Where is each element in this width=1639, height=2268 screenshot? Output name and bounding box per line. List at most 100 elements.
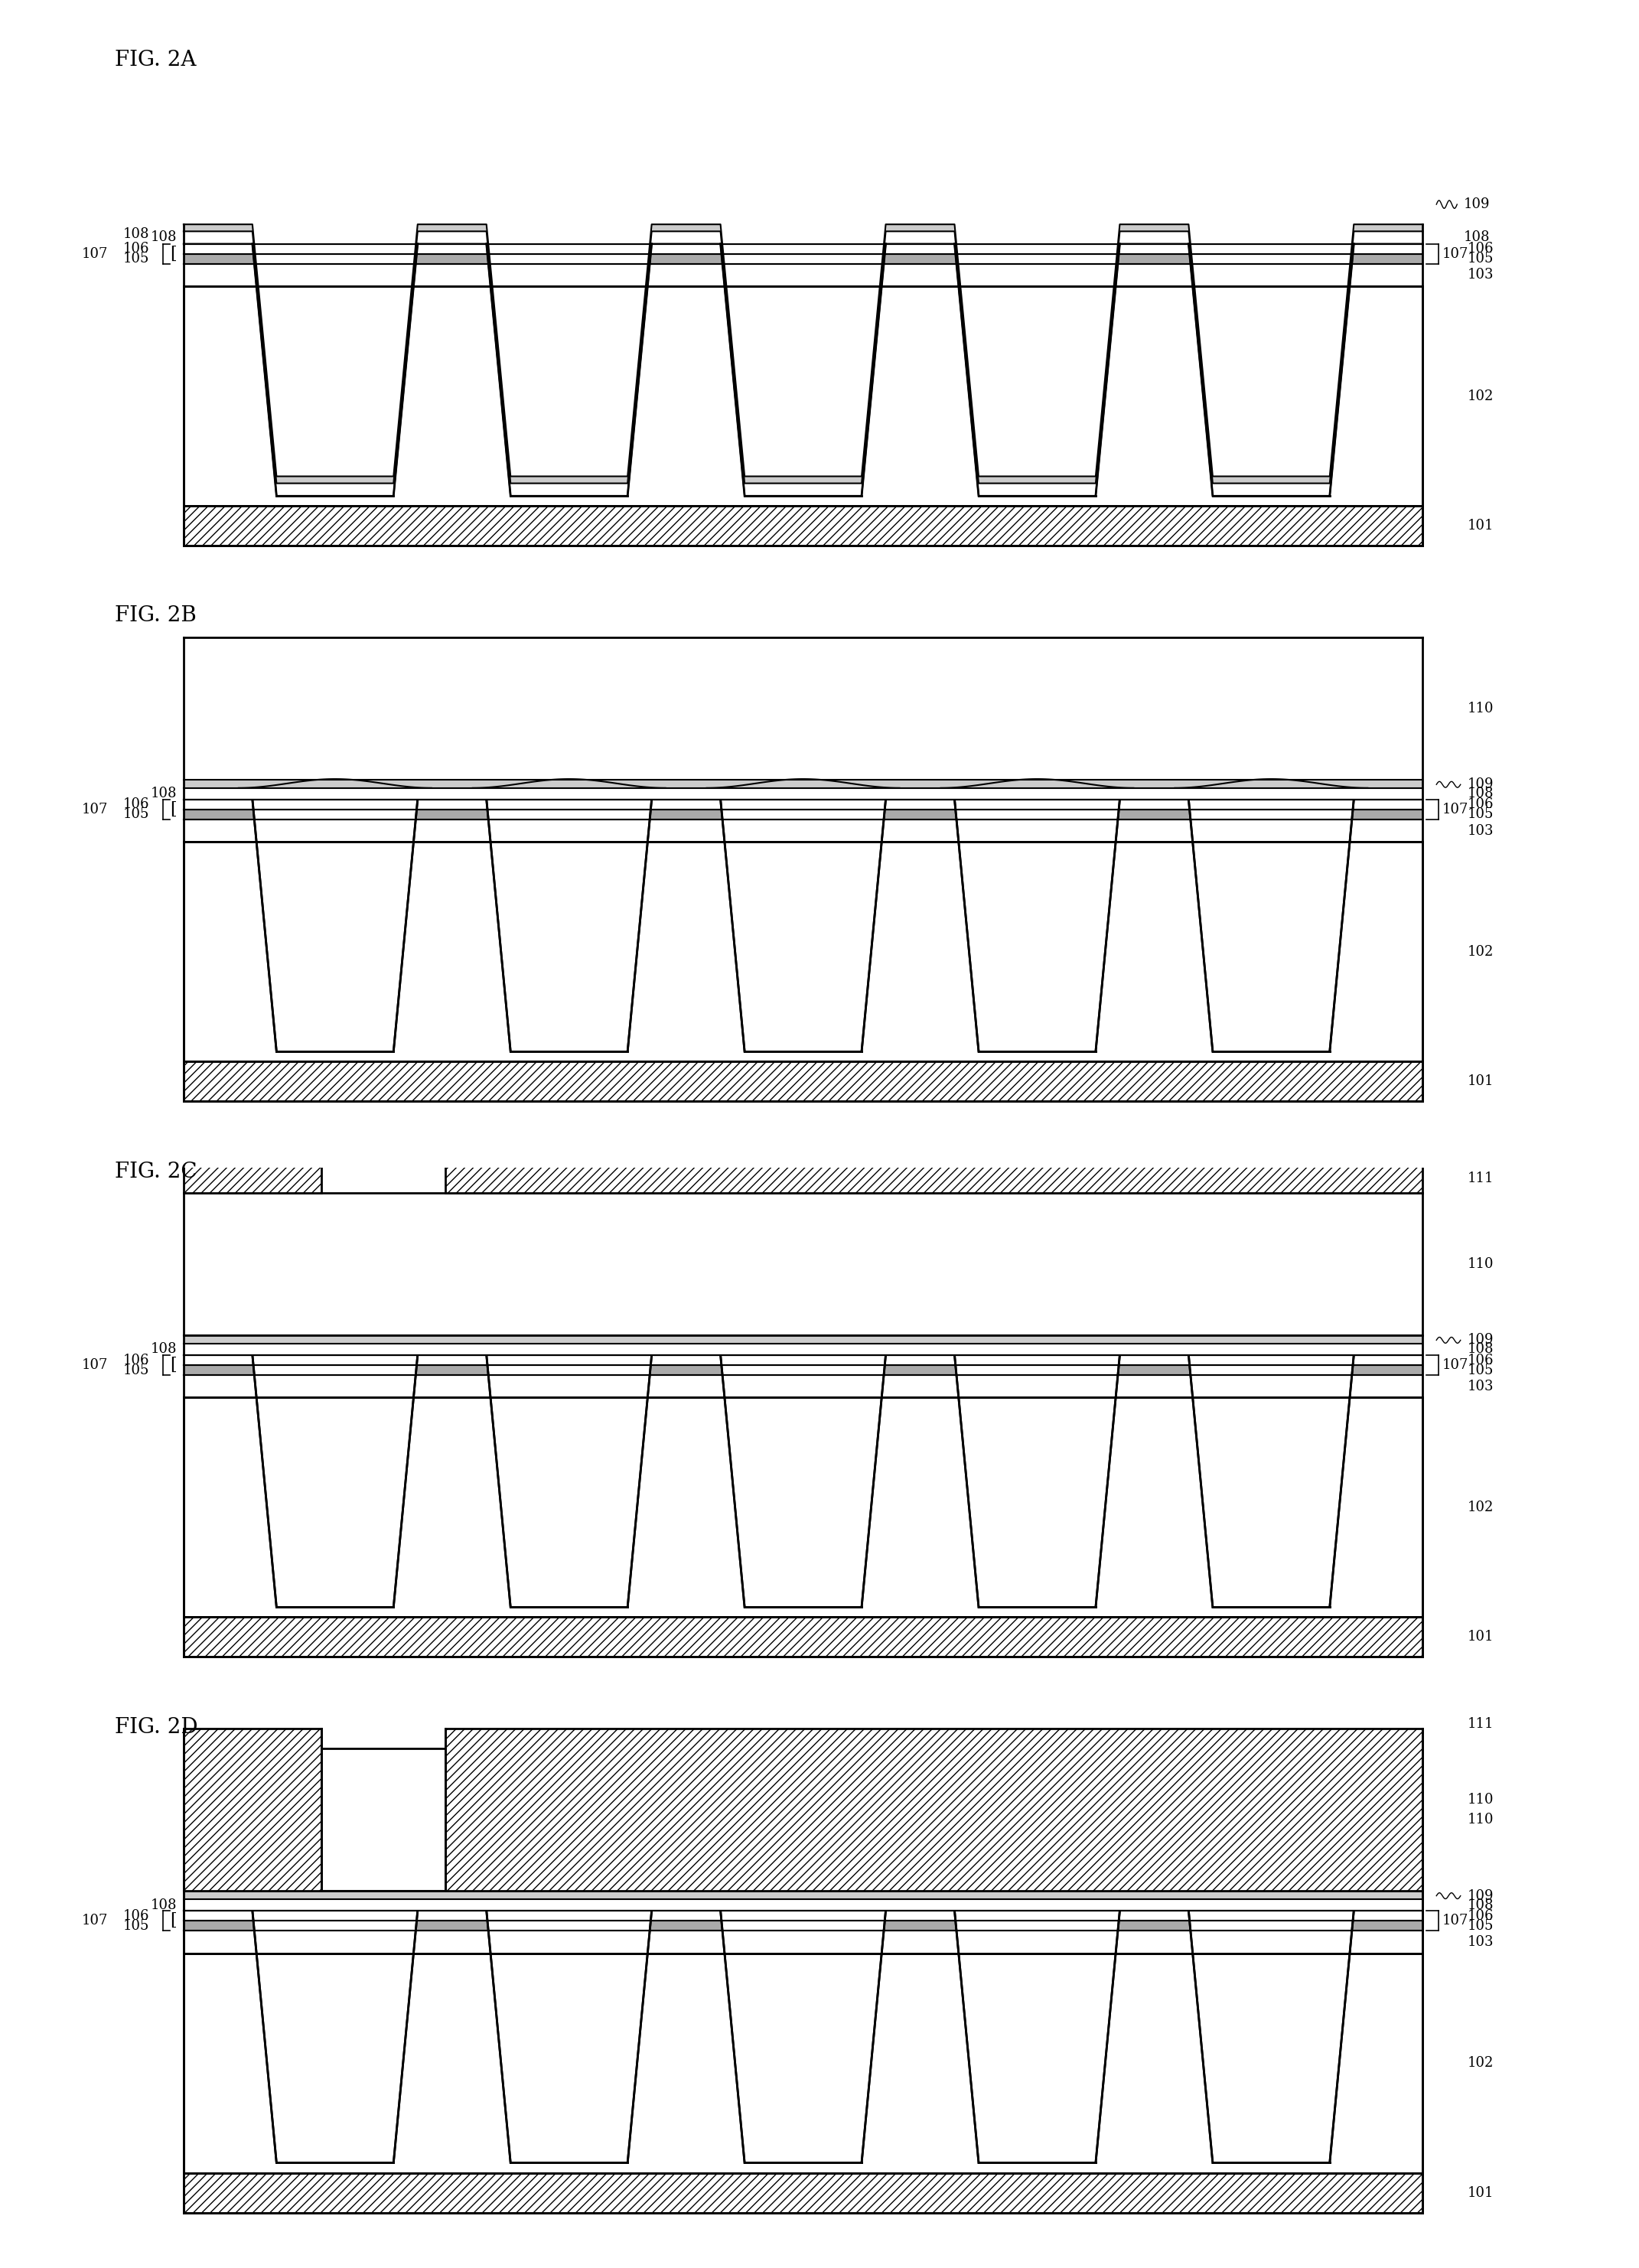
Text: 109: 109	[1467, 1889, 1493, 1903]
Polygon shape	[721, 1356, 885, 1608]
Bar	[184, 1343, 1423, 1356]
Text: FIG. 2D: FIG. 2D	[115, 1717, 198, 1737]
Text: 107: 107	[82, 247, 108, 261]
Text: 102: 102	[1467, 390, 1493, 404]
Text: 109: 109	[1467, 1334, 1493, 1347]
Bar	[184, 1910, 1423, 1921]
Polygon shape	[954, 801, 1119, 1052]
Text: 105: 105	[1467, 1363, 1493, 1377]
Text: 108: 108	[1464, 231, 1490, 245]
Text: 109: 109	[1467, 778, 1493, 792]
Text: FIG. 2B: FIG. 2B	[115, 606, 197, 626]
Text: 101: 101	[1467, 1631, 1493, 1644]
Text: 106: 106	[1467, 243, 1493, 256]
Text: 105: 105	[123, 807, 149, 821]
Polygon shape	[487, 245, 652, 497]
Text: 108: 108	[1467, 1343, 1493, 1356]
Bar	[446, 1163, 1423, 1193]
Bar	[184, 841, 1423, 1061]
Polygon shape	[1188, 1910, 1354, 2164]
Text: 106: 106	[123, 243, 149, 256]
Bar	[184, 1397, 1423, 1617]
Text: 105: 105	[1467, 807, 1493, 821]
Bar	[184, 1193, 1423, 1336]
Text: 109: 109	[1464, 197, 1490, 211]
Text: 105: 105	[1467, 1919, 1493, 1932]
Polygon shape	[1188, 1356, 1354, 1608]
Polygon shape	[721, 801, 885, 1052]
Bar	[446, 1728, 1423, 1892]
Text: [: [	[170, 1912, 177, 1930]
Text: 108: 108	[151, 1343, 177, 1356]
Bar	[184, 1930, 1423, 1953]
Bar	[184, 254, 1423, 263]
Text: 106: 106	[1467, 1354, 1493, 1368]
Bar	[184, 1898, 1423, 1910]
Bar	[184, 637, 1423, 780]
Text: 101: 101	[1467, 1075, 1493, 1089]
Text: 103: 103	[1467, 268, 1493, 281]
Polygon shape	[1188, 801, 1354, 1052]
Text: 110: 110	[1467, 1812, 1493, 1826]
Bar	[184, 1749, 1423, 1892]
Polygon shape	[252, 801, 418, 1052]
Bar	[184, 263, 1423, 286]
Text: 110: 110	[1467, 1256, 1493, 1270]
Text: [: [	[170, 1356, 177, 1374]
Text: [: [	[170, 801, 177, 819]
Polygon shape	[1188, 801, 1354, 1052]
Bar	[184, 2173, 1423, 2214]
Bar	[184, 1953, 1423, 2173]
Bar	[184, 1921, 1423, 1930]
Polygon shape	[1188, 1356, 1354, 1608]
Text: 108: 108	[151, 1898, 177, 1912]
Bar	[184, 801, 1423, 810]
Polygon shape	[487, 801, 652, 1052]
Text: 107: 107	[82, 1914, 108, 1928]
Text: 108: 108	[1467, 787, 1493, 801]
Polygon shape	[184, 225, 1423, 483]
Text: 102: 102	[1467, 2057, 1493, 2071]
Polygon shape	[487, 1356, 652, 1608]
Bar	[184, 1163, 321, 1193]
Bar	[184, 1365, 1423, 1374]
Text: FIG. 2C: FIG. 2C	[115, 1161, 197, 1182]
Text: 106: 106	[1467, 1910, 1493, 1923]
Polygon shape	[954, 1910, 1119, 2164]
Polygon shape	[954, 1356, 1119, 1608]
Text: 111: 111	[1467, 1170, 1493, 1184]
Polygon shape	[954, 1356, 1119, 1608]
Text: FIG. 2A: FIG. 2A	[115, 50, 197, 70]
Text: 106: 106	[123, 1354, 149, 1368]
Polygon shape	[1188, 245, 1354, 497]
Text: 108: 108	[1467, 1898, 1493, 1912]
Polygon shape	[721, 1910, 885, 2164]
Bar	[184, 819, 1423, 841]
Polygon shape	[487, 1356, 652, 1608]
Text: 105: 105	[1467, 252, 1493, 265]
Polygon shape	[954, 245, 1119, 497]
Bar	[184, 506, 1423, 547]
Polygon shape	[954, 801, 1119, 1052]
Text: 103: 103	[1467, 1379, 1493, 1393]
Polygon shape	[1188, 1910, 1354, 2164]
Bar	[184, 810, 1423, 819]
Text: 103: 103	[1467, 823, 1493, 837]
Text: 105: 105	[123, 1919, 149, 1932]
Polygon shape	[252, 245, 418, 497]
Bar	[184, 1617, 1423, 1658]
Polygon shape	[252, 1356, 418, 1608]
Polygon shape	[487, 1910, 652, 2164]
Text: 107: 107	[1442, 1359, 1469, 1372]
Text: 108: 108	[151, 231, 177, 245]
Text: 103: 103	[1467, 1935, 1493, 1948]
Polygon shape	[954, 1910, 1119, 2164]
Polygon shape	[252, 1910, 418, 2164]
Text: 105: 105	[123, 1363, 149, 1377]
Polygon shape	[252, 801, 418, 1052]
Bar	[184, 1336, 1423, 1343]
Polygon shape	[721, 801, 885, 1052]
Text: [: [	[170, 245, 177, 263]
Text: 110: 110	[1467, 1794, 1493, 1808]
Text: 107: 107	[82, 1359, 108, 1372]
